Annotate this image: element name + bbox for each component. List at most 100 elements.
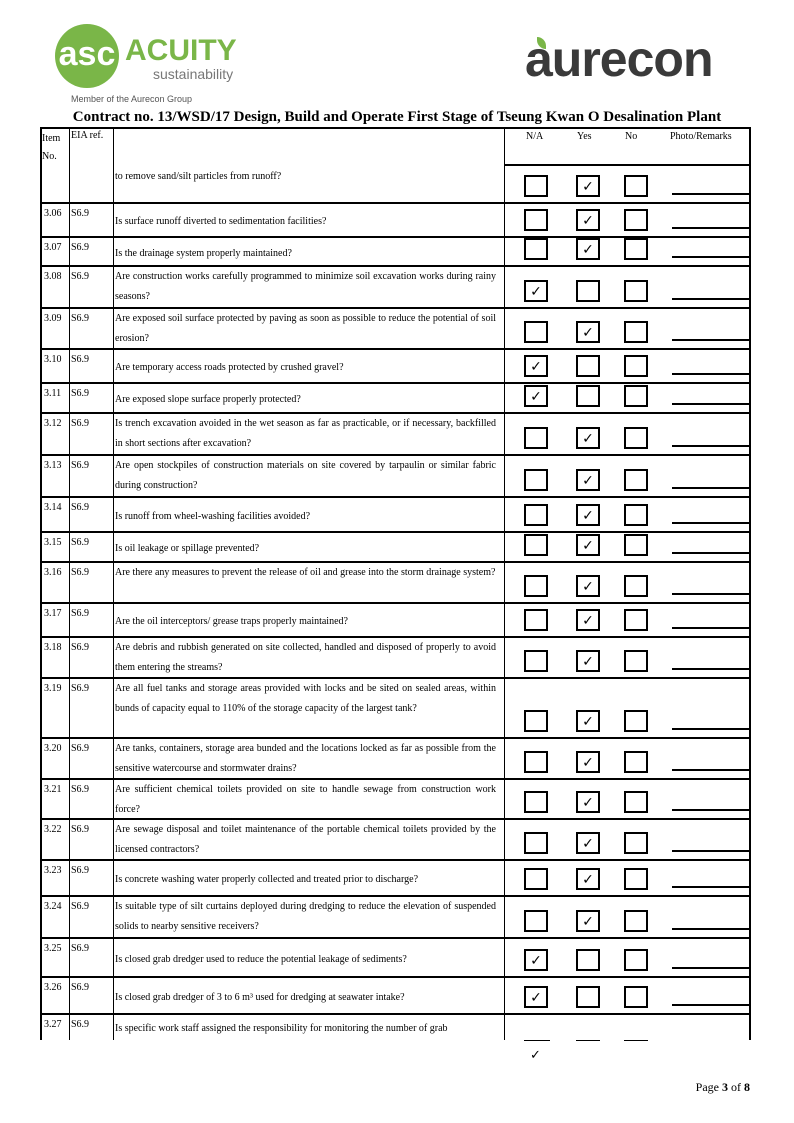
checkbox-yes[interactable]: ✓ (576, 751, 600, 773)
checkbox-na[interactable]: ✓ (524, 355, 548, 377)
checkbox-yes[interactable]: ✓ (576, 504, 600, 526)
checkbox-yes[interactable]: ✓ (576, 710, 600, 732)
remarks-line[interactable] (672, 487, 750, 489)
remarks-line[interactable] (672, 769, 750, 771)
checkbox-na[interactable] (524, 209, 548, 231)
checkbox-no[interactable] (624, 534, 648, 556)
checkbox-na[interactable] (524, 791, 548, 813)
checkbox-na[interactable] (524, 321, 548, 343)
checkbox-yes[interactable]: ✓ (576, 238, 600, 260)
checkbox-yes[interactable]: ✓ (576, 469, 600, 491)
checkbox-no[interactable] (624, 986, 648, 1008)
checkbox-no[interactable] (624, 321, 648, 343)
remarks-line[interactable] (672, 193, 750, 195)
checkbox-na[interactable] (524, 609, 548, 631)
header-item-no: Item No. (42, 133, 61, 162)
remarks-line[interactable] (672, 445, 750, 447)
question-text: Is runoff from wheel-washing facilities … (115, 510, 311, 522)
checkbox-no[interactable] (624, 868, 648, 890)
remarks-line[interactable] (672, 522, 750, 524)
remarks-line[interactable] (672, 728, 750, 730)
checkbox-na[interactable] (524, 534, 548, 556)
checkbox-no[interactable] (624, 949, 648, 971)
checkbox-na[interactable] (524, 832, 548, 854)
checkbox-yes[interactable]: ✓ (576, 650, 600, 672)
remarks-line[interactable] (672, 668, 750, 670)
remarks-line[interactable] (672, 627, 750, 629)
remarks-line[interactable] (672, 850, 750, 852)
header-remarks: Photo/Remarks (670, 131, 732, 142)
checkbox-na[interactable] (524, 751, 548, 773)
checkbox-na[interactable] (524, 427, 548, 449)
checkbox-no[interactable] (624, 710, 648, 732)
checkbox-no[interactable] (624, 791, 648, 813)
checkbox-na[interactable] (524, 504, 548, 526)
checkbox-yes[interactable]: ✓ (576, 209, 600, 231)
remarks-line[interactable] (672, 967, 750, 969)
remarks-line[interactable] (672, 1004, 750, 1006)
remarks-line[interactable] (672, 593, 750, 595)
item-number: 3.20 (44, 743, 62, 754)
checkbox-na[interactable] (524, 650, 548, 672)
eia-ref: S6.9 (71, 982, 90, 993)
eia-ref: S6.9 (71, 242, 90, 253)
checkbox-na[interactable] (524, 469, 548, 491)
checkbox-no[interactable] (624, 832, 648, 854)
checkbox-yes[interactable]: ✓ (576, 534, 600, 556)
checkbox-na[interactable] (524, 910, 548, 932)
checkbox-no[interactable] (624, 175, 648, 197)
checkbox-line (624, 1040, 648, 1041)
checkbox-no[interactable] (624, 575, 648, 597)
row-divider (40, 561, 751, 563)
remarks-line[interactable] (672, 403, 750, 405)
checkbox-no[interactable] (624, 469, 648, 491)
checkbox-no[interactable] (624, 427, 648, 449)
remarks-line[interactable] (672, 886, 750, 888)
checkbox-yes[interactable]: ✓ (576, 910, 600, 932)
checkbox-na[interactable]: ✓ (524, 385, 548, 407)
checkbox-yes[interactable]: ✓ (576, 175, 600, 197)
checkbox-na[interactable] (524, 575, 548, 597)
remarks-line[interactable] (672, 809, 750, 811)
row-divider (40, 382, 751, 384)
checkbox-no[interactable] (624, 385, 648, 407)
checkbox-na[interactable] (524, 175, 548, 197)
checkbox-no[interactable] (624, 650, 648, 672)
remarks-line[interactable] (672, 928, 750, 930)
checkbox-no[interactable] (624, 609, 648, 631)
checkbox-yes[interactable]: ✓ (576, 575, 600, 597)
checkbox-no[interactable] (624, 504, 648, 526)
checkbox-na[interactable] (524, 238, 548, 260)
checkbox-yes[interactable] (576, 385, 600, 407)
checkbox-na[interactable]: ✓ (524, 280, 548, 302)
question-text: Are all fuel tanks and storage areas pro… (115, 683, 496, 714)
checkbox-na[interactable]: ✓ (524, 986, 548, 1008)
checkbox-yes[interactable]: ✓ (576, 868, 600, 890)
checkbox-yes[interactable] (576, 355, 600, 377)
checkbox-yes[interactable]: ✓ (576, 791, 600, 813)
checkbox-no[interactable] (624, 751, 648, 773)
checkbox-yes[interactable]: ✓ (576, 609, 600, 631)
checkbox-no[interactable] (624, 209, 648, 231)
checkbox-yes[interactable]: ✓ (576, 321, 600, 343)
checkbox-yes[interactable] (576, 949, 600, 971)
checkbox-na[interactable]: ✓ (524, 949, 548, 971)
remarks-line[interactable] (672, 552, 750, 554)
remarks-line[interactable] (672, 227, 750, 229)
remarks-line[interactable] (672, 339, 750, 341)
header-yes: Yes (577, 131, 592, 142)
document-title: Contract no. 13/WSD/17 Design, Build and… (72, 109, 722, 125)
checkbox-yes[interactable]: ✓ (576, 427, 600, 449)
checkbox-yes[interactable] (576, 986, 600, 1008)
checkbox-no[interactable] (624, 910, 648, 932)
checkbox-na[interactable] (524, 710, 548, 732)
checkbox-yes[interactable] (576, 280, 600, 302)
checkbox-na[interactable] (524, 868, 548, 890)
remarks-line[interactable] (672, 256, 750, 258)
checkbox-no[interactable] (624, 355, 648, 377)
checkbox-no[interactable] (624, 280, 648, 302)
remarks-line[interactable] (672, 373, 750, 375)
checkbox-yes[interactable]: ✓ (576, 832, 600, 854)
remarks-line[interactable] (672, 298, 750, 300)
checkbox-no[interactable] (624, 238, 648, 260)
